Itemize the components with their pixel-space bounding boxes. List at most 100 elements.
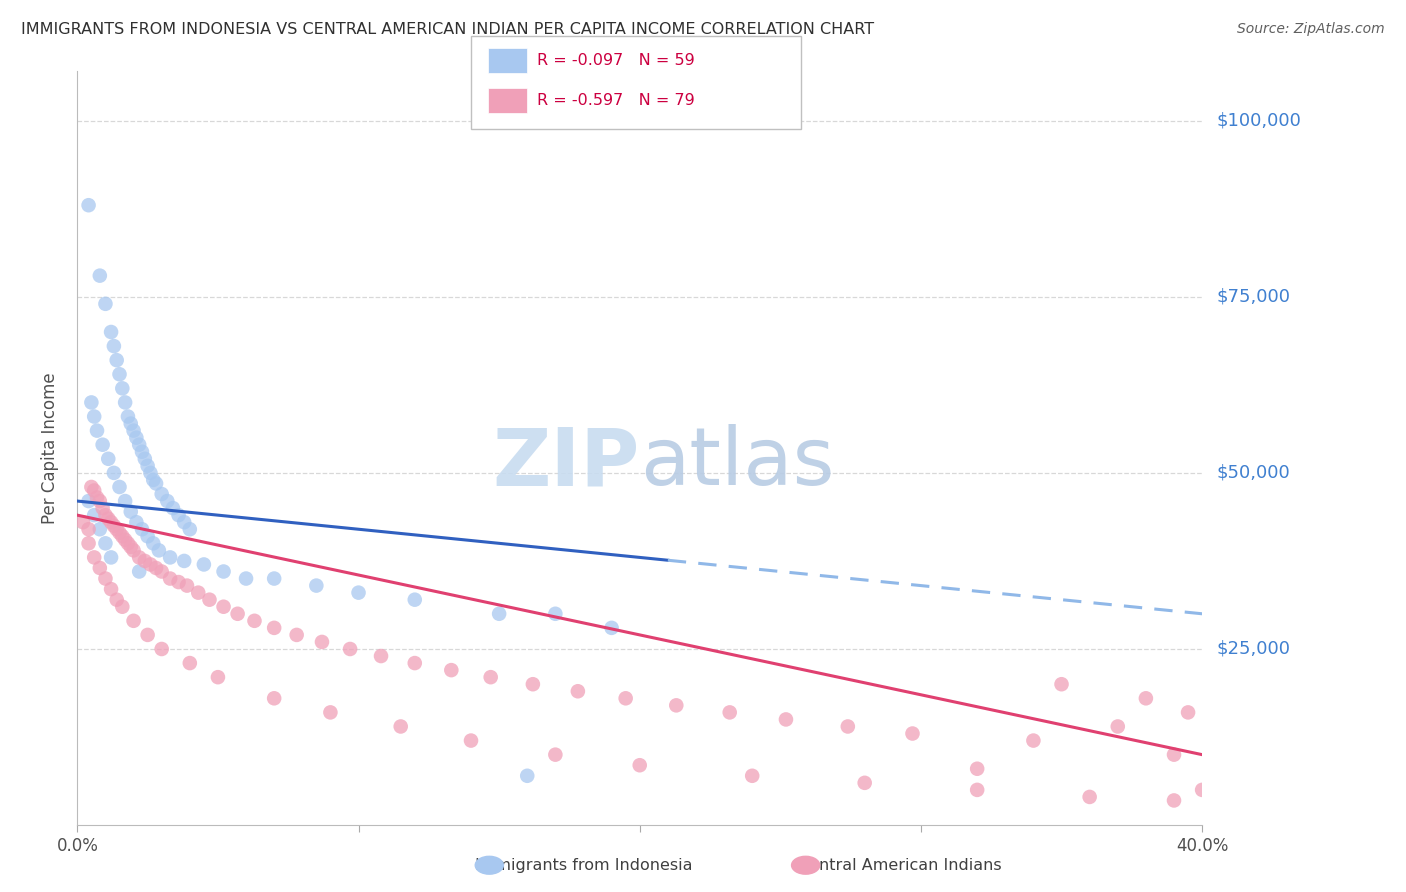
Point bbox=[176, 578, 198, 592]
Point bbox=[522, 677, 544, 691]
Point bbox=[77, 198, 100, 212]
Point bbox=[94, 297, 117, 311]
Point bbox=[139, 466, 162, 480]
Text: ZIP: ZIP bbox=[492, 425, 640, 502]
Point bbox=[105, 522, 128, 536]
Point bbox=[83, 483, 105, 498]
Point bbox=[665, 698, 688, 713]
Point bbox=[226, 607, 249, 621]
Point bbox=[145, 561, 167, 575]
Point bbox=[122, 614, 145, 628]
Point bbox=[108, 368, 131, 382]
Point bbox=[105, 592, 128, 607]
Point bbox=[120, 505, 142, 519]
Point bbox=[114, 494, 136, 508]
Point bbox=[89, 522, 111, 536]
Point bbox=[117, 536, 139, 550]
Point bbox=[100, 325, 122, 339]
Point bbox=[80, 480, 103, 494]
Point bbox=[212, 599, 235, 614]
Point bbox=[108, 525, 131, 540]
Point bbox=[370, 648, 392, 663]
Point bbox=[1107, 719, 1129, 733]
Point bbox=[159, 572, 181, 586]
Point bbox=[853, 776, 876, 790]
Point bbox=[440, 663, 463, 677]
Point bbox=[136, 458, 159, 473]
Point bbox=[125, 431, 148, 445]
Point bbox=[83, 409, 105, 424]
Point bbox=[389, 719, 412, 733]
Point bbox=[94, 508, 117, 523]
Point bbox=[108, 480, 131, 494]
Point bbox=[311, 635, 333, 649]
Point bbox=[122, 424, 145, 438]
Point bbox=[94, 536, 117, 550]
Point bbox=[86, 491, 108, 505]
Point bbox=[179, 522, 201, 536]
Point bbox=[1191, 783, 1213, 797]
Point bbox=[544, 607, 567, 621]
Point bbox=[1163, 747, 1185, 762]
Text: $100,000: $100,000 bbox=[1216, 112, 1301, 129]
Point bbox=[347, 585, 370, 599]
Point bbox=[966, 762, 988, 776]
Point bbox=[114, 395, 136, 409]
Point bbox=[775, 713, 797, 727]
Point bbox=[131, 444, 153, 458]
Point bbox=[77, 522, 100, 536]
Point bbox=[488, 607, 510, 621]
Point bbox=[162, 501, 184, 516]
Text: IMMIGRANTS FROM INDONESIA VS CENTRAL AMERICAN INDIAN PER CAPITA INCOME CORRELATI: IMMIGRANTS FROM INDONESIA VS CENTRAL AME… bbox=[21, 22, 875, 37]
Point bbox=[83, 550, 105, 565]
Point bbox=[128, 550, 150, 565]
Point bbox=[167, 575, 190, 590]
Point bbox=[103, 518, 125, 533]
Point bbox=[111, 381, 134, 395]
Point bbox=[97, 511, 120, 525]
Point bbox=[77, 494, 100, 508]
Point bbox=[89, 494, 111, 508]
Text: atlas: atlas bbox=[640, 425, 834, 502]
Point bbox=[479, 670, 502, 684]
Point bbox=[136, 628, 159, 642]
Text: $50,000: $50,000 bbox=[1216, 464, 1289, 482]
Point bbox=[614, 691, 637, 706]
Point bbox=[167, 508, 190, 523]
Point bbox=[1078, 789, 1101, 804]
Point bbox=[544, 747, 567, 762]
Point bbox=[243, 614, 266, 628]
Point bbox=[111, 599, 134, 614]
Point bbox=[89, 561, 111, 575]
Point bbox=[97, 451, 120, 466]
Text: R = -0.597   N = 79: R = -0.597 N = 79 bbox=[537, 94, 695, 108]
Point bbox=[404, 656, 426, 670]
Point bbox=[179, 656, 201, 670]
Point bbox=[103, 339, 125, 353]
Point bbox=[125, 515, 148, 529]
Point bbox=[235, 572, 257, 586]
Point bbox=[100, 582, 122, 596]
Point bbox=[159, 550, 181, 565]
Point bbox=[111, 529, 134, 543]
Point bbox=[150, 565, 173, 579]
Point bbox=[150, 487, 173, 501]
Point bbox=[91, 501, 114, 516]
Point bbox=[193, 558, 215, 572]
Point bbox=[94, 572, 117, 586]
Text: Immigrants from Indonesia: Immigrants from Indonesia bbox=[475, 858, 692, 872]
Point bbox=[173, 515, 195, 529]
Point bbox=[89, 268, 111, 283]
Y-axis label: Per Capita Income: Per Capita Income bbox=[41, 373, 59, 524]
Point bbox=[1177, 706, 1199, 720]
Point bbox=[114, 533, 136, 547]
Point bbox=[83, 508, 105, 523]
Point bbox=[1163, 793, 1185, 807]
Point bbox=[567, 684, 589, 698]
Point bbox=[628, 758, 651, 772]
Point bbox=[131, 522, 153, 536]
Point bbox=[339, 642, 361, 657]
Point bbox=[77, 536, 100, 550]
Text: Source: ZipAtlas.com: Source: ZipAtlas.com bbox=[1237, 22, 1385, 37]
Point bbox=[91, 438, 114, 452]
